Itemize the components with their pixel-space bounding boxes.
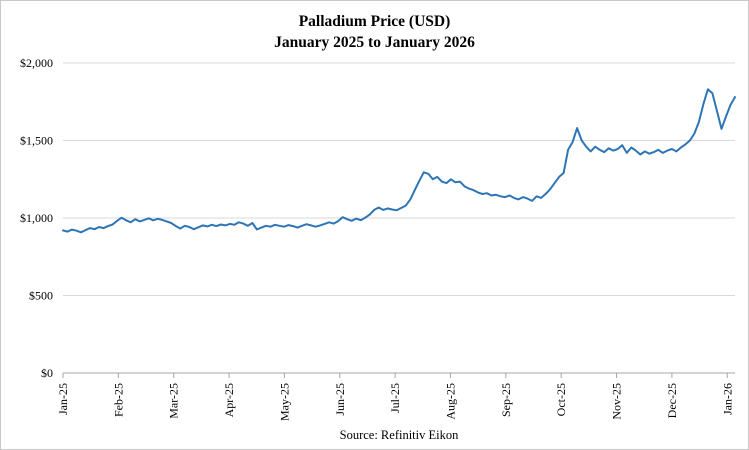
x-tick-label: Dec-25 [665,383,679,418]
x-tick-label: Oct-25 [554,383,568,416]
x-tick-label: Apr-25 [222,383,236,417]
x-tick-label: Jan-25 [56,383,70,415]
x-tick-label: Sep-25 [499,383,513,417]
y-tick-label: $0 [41,366,53,380]
y-tick-label: $2,000 [20,56,53,70]
x-tick-label: Nov-25 [610,383,624,420]
chart-header: Palladium Price (USD) January 2025 to Ja… [1,11,748,53]
x-tick-label: May-25 [277,383,291,421]
y-tick-label: $500 [29,289,53,303]
x-tick-label: Feb-25 [111,383,125,417]
y-tick-label: $1,000 [20,211,53,225]
x-tick-label: Jul-25 [388,383,402,413]
x-tick-label: Jan-26 [720,383,734,415]
price-line [62,88,736,234]
chart-subtitle: January 2025 to January 2026 [274,34,475,51]
x-tick-label: Aug-25 [443,383,457,420]
y-tick-label: $1,500 [20,134,53,148]
source-caption: Source: Refinitiv Eikon [339,428,459,442]
chart-title: Palladium Price (USD) [298,13,451,30]
x-tick-label: Mar-25 [167,383,181,419]
x-tick-label: Jun-25 [333,383,347,416]
